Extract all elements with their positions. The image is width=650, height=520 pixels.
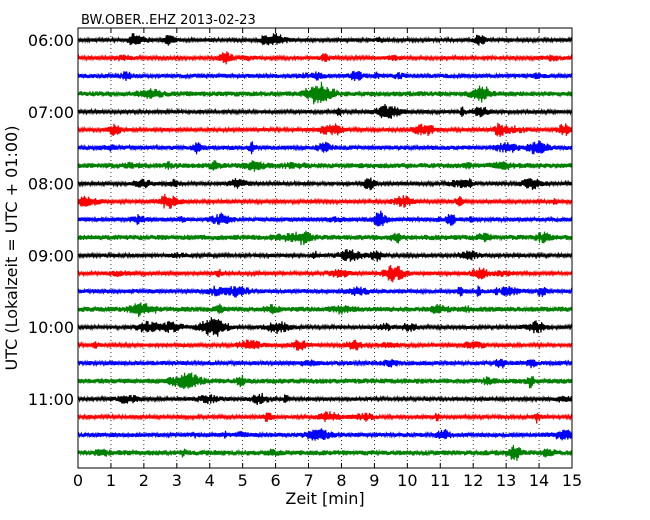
x-tick-label: 12 bbox=[463, 471, 483, 490]
traces bbox=[77, 32, 573, 461]
x-tick-label: 11 bbox=[430, 471, 450, 490]
seismogram-trace bbox=[77, 358, 573, 369]
seismogram-trace bbox=[77, 193, 573, 209]
seismogram-trace bbox=[77, 70, 573, 82]
x-axis-title: Zeit [min] bbox=[285, 489, 364, 508]
y-tick-label: 09:00 bbox=[28, 246, 74, 265]
seismogram-trace bbox=[77, 160, 573, 172]
gridlines bbox=[110, 28, 540, 468]
x-tick-label: 0 bbox=[73, 471, 83, 490]
seismogram-trace bbox=[77, 122, 573, 138]
plot-area bbox=[78, 28, 572, 468]
x-tick-label: 8 bbox=[336, 471, 346, 490]
seismogram-trace bbox=[77, 249, 573, 262]
y-axis: 06:00 07:00 08:00 09:00 10:00 11:00 bbox=[28, 31, 572, 409]
seismogram-trace bbox=[77, 444, 573, 461]
seismogram-trace bbox=[77, 32, 573, 46]
seismogram-trace bbox=[77, 51, 573, 65]
y-tick-label: 11:00 bbox=[28, 390, 74, 409]
seismogram-trace bbox=[77, 230, 573, 246]
y-tick-label: 06:00 bbox=[28, 31, 74, 50]
x-tick-label: 1 bbox=[106, 471, 116, 490]
y-axis-title: UTC (Lokalzeit = UTC + 01:00) bbox=[2, 126, 21, 371]
x-tick-label: 5 bbox=[238, 471, 248, 490]
seismogram-trace bbox=[77, 302, 573, 318]
x-axis: 0 1 2 3 4 5 6 7 8 9 10 11 12 13 14 15 bbox=[73, 28, 582, 490]
seismogram-trace bbox=[77, 210, 573, 227]
seismogram-trace bbox=[77, 428, 573, 441]
seismogram-trace bbox=[77, 392, 573, 406]
seismogram-trace bbox=[77, 177, 573, 191]
seismogram-trace bbox=[77, 372, 573, 390]
seismogram-trace bbox=[77, 81, 573, 105]
x-tick-label: 3 bbox=[172, 471, 182, 490]
plot-frame bbox=[77, 27, 573, 469]
x-tick-label: 6 bbox=[271, 471, 281, 490]
x-tick-label: 14 bbox=[529, 471, 549, 490]
seismogram-trace bbox=[77, 103, 573, 119]
y-tick-label: 07:00 bbox=[28, 103, 74, 122]
seismogram-trace bbox=[77, 317, 573, 337]
chart-title: BW.OBER..EHZ 2013-02-23 bbox=[81, 13, 256, 28]
seismogram-trace bbox=[77, 265, 573, 283]
seismogram-trace bbox=[77, 411, 573, 424]
x-tick-label: 7 bbox=[303, 471, 313, 490]
x-tick-label: 13 bbox=[496, 471, 516, 490]
seismogram-trace bbox=[77, 285, 573, 298]
seismogram-trace bbox=[77, 339, 573, 351]
x-tick-label: 2 bbox=[139, 471, 149, 490]
x-tick-label: 10 bbox=[397, 471, 417, 490]
x-tick-label: 15 bbox=[562, 471, 582, 490]
y-tick-label: 10:00 bbox=[28, 318, 74, 337]
x-tick-label: 4 bbox=[205, 471, 215, 490]
seismogram-trace bbox=[77, 140, 573, 155]
y-tick-label: 08:00 bbox=[28, 175, 74, 194]
x-tick-label: 9 bbox=[369, 471, 379, 490]
